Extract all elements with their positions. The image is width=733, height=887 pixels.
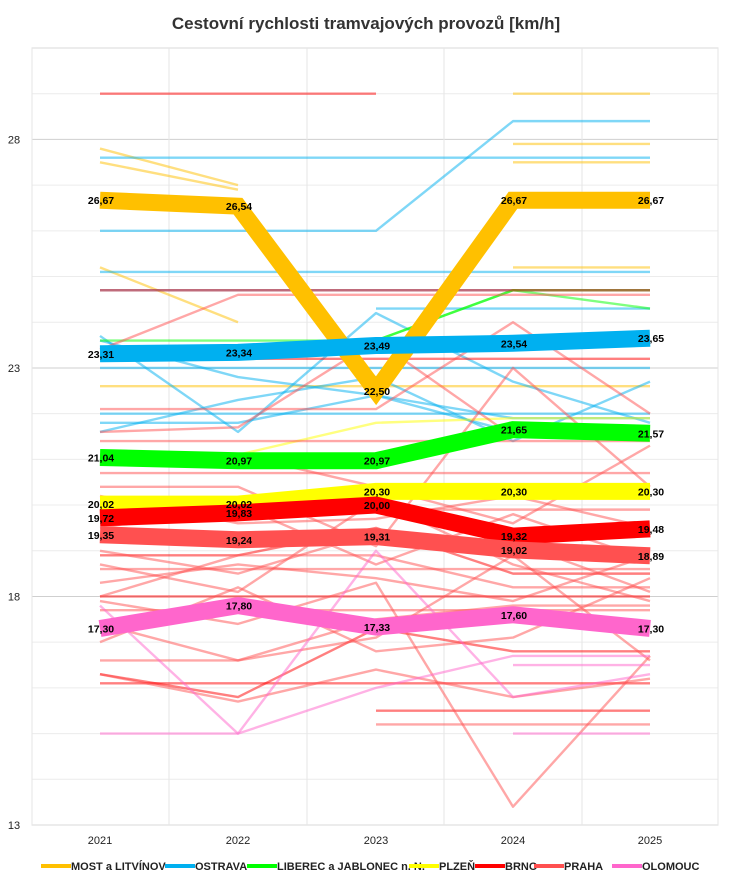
legend-label: MOST a LITVÍNOV bbox=[71, 860, 166, 873]
data-label: 20,02 bbox=[88, 499, 114, 511]
legend-label: PLZEŇ bbox=[439, 860, 475, 873]
main-series bbox=[98, 191, 651, 637]
series-line bbox=[100, 482, 650, 513]
data-label: 19,83 bbox=[226, 508, 252, 520]
x-tick-label: 2024 bbox=[501, 835, 525, 847]
y-axis: 13 18 23 28 bbox=[8, 134, 20, 832]
data-label: 20,30 bbox=[501, 486, 527, 498]
x-tick-label: 2025 bbox=[638, 835, 662, 847]
legend: MOST a LITVÍNOV OSTRAVA LIBEREC a JABLONEC… bbox=[41, 860, 699, 873]
data-label: 19,48 bbox=[638, 524, 664, 536]
data-label: 19,35 bbox=[88, 530, 114, 542]
data-label: 20,97 bbox=[364, 456, 390, 468]
data-label: 19,24 bbox=[226, 535, 252, 547]
data-label: 20,97 bbox=[226, 456, 252, 468]
x-axis: 2021 2022 2023 2024 2025 bbox=[88, 835, 662, 847]
data-label: 23,34 bbox=[226, 347, 252, 359]
y-tick-label: 23 bbox=[8, 363, 20, 375]
legend-label: OSTRAVA bbox=[195, 861, 247, 873]
background-line bbox=[100, 321, 651, 415]
background-line bbox=[237, 417, 650, 456]
data-label: 17,30 bbox=[638, 623, 664, 635]
legend-label: OLOMOUC bbox=[642, 861, 699, 873]
series-line bbox=[99, 421, 651, 470]
x-tick-label: 2021 bbox=[88, 835, 112, 847]
data-label: 26,67 bbox=[638, 195, 664, 207]
series-line bbox=[98, 597, 651, 637]
data-label: 19,02 bbox=[501, 545, 527, 557]
data-label: 20,30 bbox=[364, 486, 390, 498]
data-label: 17,33 bbox=[364, 622, 390, 634]
data-label: 17,60 bbox=[501, 610, 527, 622]
data-label: 26,67 bbox=[501, 195, 527, 207]
background-line bbox=[99, 604, 650, 735]
data-label: 19,31 bbox=[364, 532, 390, 544]
x-tick-label: 2022 bbox=[226, 835, 250, 847]
chart-title: Cestovní rychlosti tramvajových provozů … bbox=[172, 14, 560, 33]
data-label: 19,72 bbox=[88, 513, 114, 525]
data-label: 23,65 bbox=[638, 333, 664, 345]
background-line bbox=[100, 366, 651, 548]
y-tick-label: 28 bbox=[8, 134, 20, 146]
data-label: 21,04 bbox=[88, 453, 114, 465]
background-line bbox=[100, 549, 651, 735]
data-label: 26,67 bbox=[88, 195, 114, 207]
legend-label: PRAHA bbox=[564, 861, 603, 873]
series-line bbox=[99, 191, 650, 406]
data-label: 18,89 bbox=[638, 551, 664, 563]
background-line bbox=[99, 554, 651, 603]
background-line bbox=[99, 554, 651, 662]
data-label: 26,54 bbox=[226, 201, 252, 213]
background-line bbox=[99, 161, 239, 191]
data-label: 20,00 bbox=[364, 500, 390, 512]
background-line bbox=[99, 266, 239, 324]
data-label: 23,54 bbox=[501, 338, 527, 350]
background-line bbox=[100, 119, 650, 233]
data-label: 17,30 bbox=[88, 623, 114, 635]
data-label: 21,65 bbox=[501, 425, 527, 437]
series-line bbox=[99, 526, 651, 565]
y-tick-label: 13 bbox=[8, 820, 20, 832]
data-label: 20,02 bbox=[226, 499, 252, 511]
legend-label: BRNO bbox=[505, 861, 538, 873]
data-label: 23,49 bbox=[364, 341, 390, 353]
x-tick-label: 2023 bbox=[364, 835, 388, 847]
data-label: 17,80 bbox=[226, 601, 252, 613]
data-label: 20,30 bbox=[638, 486, 664, 498]
series-line bbox=[99, 329, 651, 363]
data-labels: 26,67 26,54 22,50 26,67 26,67 23,31 23,34 23,49… bbox=[88, 195, 664, 635]
background-line bbox=[99, 147, 239, 187]
y-tick-label: 18 bbox=[8, 591, 20, 603]
background-line bbox=[99, 293, 650, 351]
series-line bbox=[99, 496, 651, 545]
legend-label: LIBEREC a JABLONEC n. N. bbox=[277, 861, 425, 873]
data-label: 19,32 bbox=[501, 531, 527, 543]
data-label: 23,31 bbox=[88, 349, 114, 361]
background-line bbox=[99, 554, 650, 598]
background-line bbox=[100, 526, 650, 575]
data-label: 22,50 bbox=[364, 386, 390, 398]
background-line bbox=[99, 311, 651, 434]
data-label: 21,57 bbox=[638, 428, 664, 440]
